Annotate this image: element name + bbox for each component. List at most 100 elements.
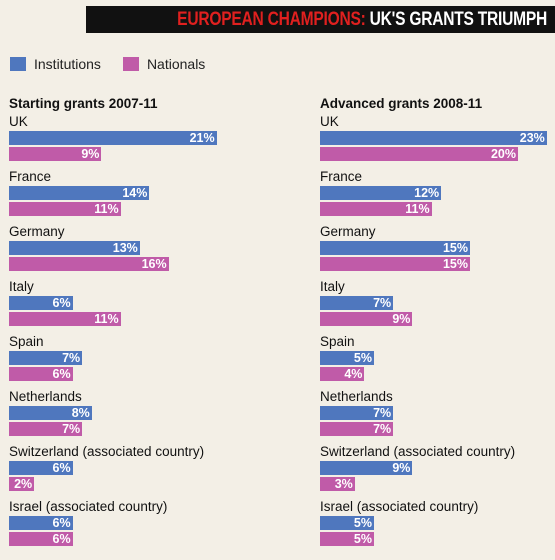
bar-nationals: 15% [320,257,470,271]
bar-institutions: 6% [9,296,73,310]
category-label: France [320,169,363,184]
bar-group: Germany 13% 16% [9,224,249,279]
bar-nationals: 11% [9,202,121,216]
bar-group: Italy 7% 9% [320,279,555,334]
category-label: Spain [9,334,44,349]
bar-nationals: 11% [320,202,432,216]
category-label: France [9,169,52,184]
bar-value-label: 11% [94,312,119,326]
bar-nationals: 6% [9,367,73,381]
bar-value-label: 7% [62,351,81,365]
bar-value-label: 11% [405,202,430,216]
category-label: Germany [9,224,65,239]
bar-value-label: 5% [353,516,372,530]
bar-group: Spain 7% 6% [9,334,249,389]
category-label: Netherlands [320,389,393,404]
bar-value-label: 11% [94,202,119,216]
bar-value-label: 7% [373,422,392,436]
bar-value-label: 6% [52,367,71,381]
legend-swatch-institutions [10,57,26,71]
bar-institutions: 9% [320,461,413,475]
bar-value-label: 6% [52,516,71,530]
bar-nationals: 6% [9,532,73,546]
legend-swatch-nationals [122,57,139,71]
bar-group: Italy 6% 11% [9,279,249,334]
bar-nationals: 9% [320,312,413,326]
bar-institutions: 8% [9,406,92,420]
bar-group: UK 21% 9% [9,114,249,169]
legend-item-nationals: Nationals [122,56,206,72]
bar-institutions: 6% [9,461,73,475]
bar-value-label: 7% [373,296,392,310]
category-label: Italy [9,279,34,294]
bar-value-label: 2% [14,477,33,491]
category-label: Israel (associated country) [320,499,479,514]
bar-value-label: 9% [81,147,100,161]
starting-grants-chart: Starting grants 2007-11 UK 21% 9% France 14%… [9,96,249,554]
bar-value-label: 5% [353,351,372,365]
bar-nationals: 4% [320,367,365,381]
bar-value-label: 16% [141,257,167,271]
bar-value-label: 21% [189,131,215,145]
bar-group: Spain 5% 4% [320,334,555,389]
bar-institutions: 12% [320,186,442,200]
bar-institutions: 5% [320,516,374,530]
title-part-1: EUROPEAN CHAMPIONS: [177,8,366,30]
bar-groups: UK 21% 9% France 14% 11% Germany 13% 16% Italy 6% 1… [9,114,249,554]
bar-nationals: 16% [9,257,169,271]
bar-nationals: 7% [9,422,83,436]
bar-value-label: 12% [414,186,440,200]
category-label: Spain [320,334,355,349]
bar-group: Netherlands 8% 7% [9,389,249,444]
chart-title: Advanced grants 2008-11 [320,96,483,111]
bar-group: France 12% 11% [320,169,555,224]
category-label: Switzerland (associated country) [320,444,516,459]
chart-title: Starting grants 2007-11 [9,96,158,111]
category-label: Switzerland (associated country) [9,444,205,459]
bar-value-label: 9% [392,312,411,326]
legend: Institutions Nationals [10,56,227,72]
bar-value-label: 14% [122,186,148,200]
bar-nationals: 5% [320,532,374,546]
bar-value-label: 15% [442,257,468,271]
bar-value-label: 23% [519,131,545,145]
bar-nationals: 20% [320,147,518,161]
bar-group: France 14% 11% [9,169,249,224]
legend-item-institutions: Institutions [10,56,101,72]
bar-institutions: 14% [9,186,150,200]
title-part-2: UK'S GRANTS TRIUMPH [369,8,548,30]
category-label: Germany [320,224,376,239]
bar-institutions: 23% [320,131,547,145]
advanced-grants-chart: Advanced grants 2008-11 UK 23% 20% France 12… [320,96,555,554]
bar-value-label: 3% [334,477,353,491]
bar-value-label: 5% [353,532,372,546]
bar-group: Netherlands 7% 7% [320,389,555,444]
bar-institutions: 6% [9,516,73,530]
bar-value-label: 20% [490,147,516,161]
bar-institutions: 7% [320,406,394,420]
bar-groups: UK 23% 20% France 12% 11% Germany 15% 15% Italy 7%… [320,114,555,554]
category-label: Israel (associated country) [9,499,168,514]
bar-institutions: 5% [320,351,374,365]
bar-value-label: 15% [442,241,468,255]
bar-nationals: 9% [9,147,102,161]
bar-group: Israel (associated country) 5% 5% [320,499,555,554]
category-label: UK [9,114,28,129]
legend-label-nationals: Nationals [146,56,206,72]
bar-institutions: 15% [320,241,470,255]
bar-value-label: 7% [62,422,81,436]
bar-value-label: 7% [373,406,392,420]
category-label: UK [320,114,339,129]
title-banner: EUROPEAN CHAMPIONS: UK'S GRANTS TRIUMPH [86,6,555,33]
bar-value-label: 8% [71,406,90,420]
bar-value-label: 9% [392,461,411,475]
bar-institutions: 13% [9,241,140,255]
bar-value-label: 6% [52,461,71,475]
legend-label-institutions: Institutions [34,56,101,72]
bar-value-label: 6% [52,532,71,546]
bar-institutions: 7% [320,296,394,310]
category-label: Netherlands [9,389,82,404]
bar-group: UK 23% 20% [320,114,555,169]
bar-value-label: 13% [112,241,138,255]
bar-nationals: 2% [9,477,35,491]
